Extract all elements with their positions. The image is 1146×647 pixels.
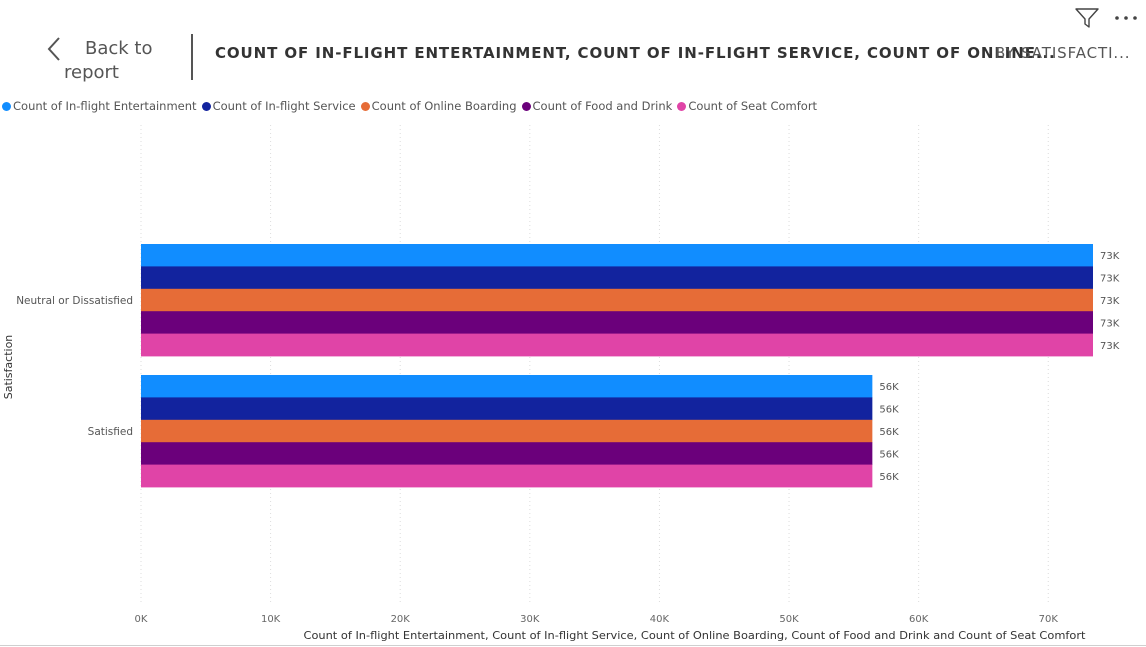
legend-label: Count of In-flight Entertainment (13, 99, 197, 113)
legend-marker (201, 101, 211, 111)
y-category-label: Satisfied (88, 426, 133, 438)
legend-marker (360, 101, 370, 111)
x-tick-label: 30K (520, 614, 540, 625)
data-label: 73K (1100, 274, 1120, 285)
data-label: 73K (1100, 251, 1120, 262)
data-label: 56K (879, 449, 899, 460)
data-label: 56K (879, 382, 899, 393)
x-tick-label: 40K (650, 614, 670, 625)
legend-label: Count of In-flight Service (212, 99, 356, 113)
chart-subtitle: BY SATISFACTI... (995, 44, 1131, 62)
x-tick-label: 50K (779, 614, 799, 625)
bar (141, 333, 1093, 357)
visual-header-icons (1074, 6, 1138, 30)
x-tick-label: 10K (261, 614, 281, 625)
bar (141, 442, 873, 465)
bar (141, 375, 873, 398)
x-tick-label: 20K (391, 614, 411, 625)
legend-label: Count of Online Boarding (371, 99, 517, 113)
bar (141, 419, 873, 443)
filter-icon[interactable] (1074, 7, 1100, 29)
legend-item[interactable]: Count of Seat Comfort (677, 99, 817, 113)
bar (141, 288, 1093, 312)
legend-label: Count of Food and Drink (532, 99, 673, 113)
chart-title: COUNT OF IN-FLIGHT ENTERTAINMENT, COUNT … (215, 44, 1056, 62)
legend-marker (677, 101, 687, 111)
legend-marker (2, 101, 11, 111)
back-to-report-button[interactable]: Back to report (40, 34, 180, 86)
legend-marker (521, 101, 531, 111)
back-label-line2: report (64, 62, 119, 83)
chart-legend: Count of In-flight Entertainment Count of… (2, 99, 822, 113)
more-options-icon[interactable] (1114, 14, 1138, 22)
data-label: 73K (1100, 296, 1120, 307)
data-label: 56K (879, 427, 899, 438)
bar (141, 464, 873, 488)
legend-item[interactable]: Count of Online Boarding (360, 99, 517, 113)
chevron-left-icon (46, 36, 62, 66)
y-axis-title: Satisfaction (2, 335, 15, 400)
data-label: 73K (1100, 318, 1120, 329)
bar (141, 397, 873, 421)
data-label: 56K (879, 405, 899, 416)
x-axis-title: Count of In-flight Entertainment, Count … (304, 629, 1087, 642)
data-label: 56K (879, 472, 899, 483)
legend-item[interactable]: Count of In-flight Service (201, 99, 356, 113)
legend-label: Count of Seat Comfort (688, 99, 818, 113)
x-tick-label: 60K (909, 614, 929, 625)
data-label: 73K (1100, 341, 1120, 352)
bar (141, 311, 1093, 334)
y-category-label: Neutral or Dissatisfied (16, 295, 133, 307)
bar (141, 266, 1093, 290)
legend-item[interactable]: Count of In-flight Entertainment (2, 99, 197, 113)
x-tick-label: 70K (1039, 614, 1059, 625)
header-divider (191, 34, 193, 80)
back-label-line1: Back to (85, 38, 153, 59)
bar (141, 244, 1093, 267)
x-tick-label: 0K (135, 614, 148, 625)
bottom-divider (0, 645, 1146, 646)
legend-item[interactable]: Count of Food and Drink (521, 99, 673, 113)
